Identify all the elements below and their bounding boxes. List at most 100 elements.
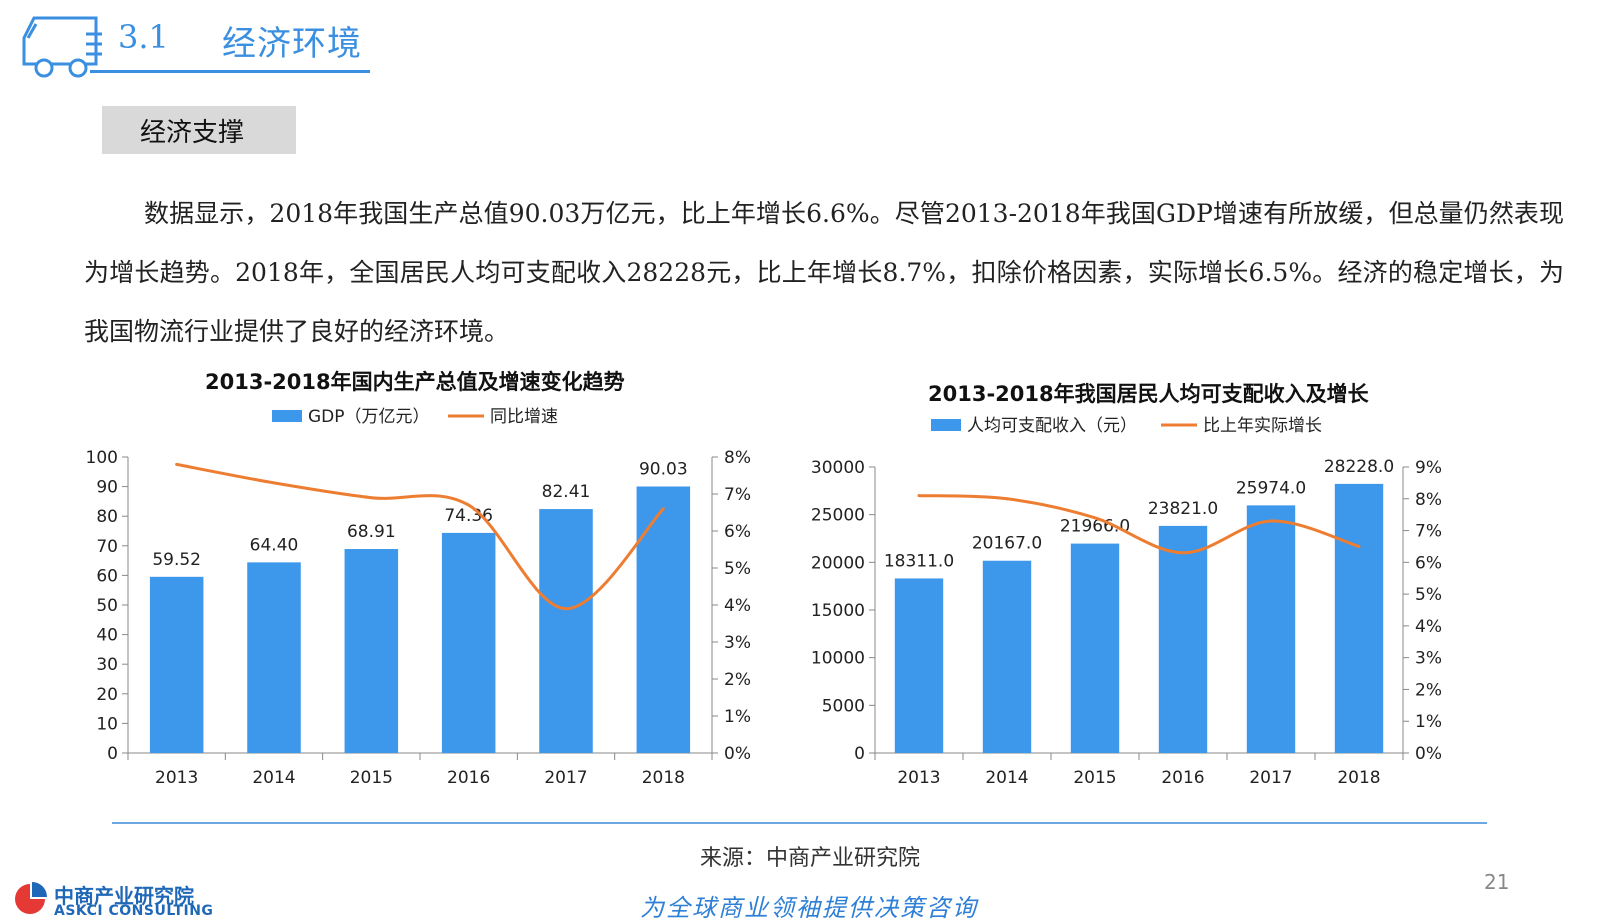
bar-2013	[894, 578, 944, 753]
bar-2018	[1334, 483, 1384, 753]
y-tick-label-right: 8%	[724, 448, 751, 468]
y-tick-label-right: 8%	[1415, 490, 1442, 510]
y-tick-label-left: 5000	[822, 696, 865, 716]
data-label-2013: 18311.0	[884, 551, 954, 571]
y-tick-label-left: 90	[96, 478, 118, 498]
growth-point-2018	[661, 507, 665, 511]
growth-point-2016	[1181, 551, 1185, 555]
gdp-chart: GDP（万亿元） 同比增速 0 10 20 30 40 50 60 70 80 90 100 0% 1% 2%…	[86, 407, 751, 788]
bar-2017	[1246, 505, 1296, 753]
y-tick-label-right: 3%	[1415, 649, 1442, 669]
growth-point-2015	[1093, 516, 1097, 520]
section-title: 经济环境	[222, 24, 362, 64]
y-tick-label-right: 4%	[1415, 617, 1442, 637]
x-tick-label: 2014	[252, 768, 295, 788]
tagline: 为全球商业领袖提供决策咨询	[640, 894, 978, 922]
x-tick-label: 2015	[1073, 768, 1116, 788]
bar-2017	[539, 509, 593, 753]
growth-point-2018	[1357, 544, 1361, 548]
chart1-title: 2013-2018年国内生产总值及增速变化趋势	[205, 370, 625, 394]
y-tick-label-right: 1%	[724, 707, 751, 727]
subsection-label: 经济支撑	[140, 118, 245, 148]
y-tick-label-right: 5%	[1415, 585, 1442, 605]
subsection-box	[102, 106, 296, 154]
bar-2016	[441, 532, 496, 753]
y-tick-label-left: 30	[96, 655, 118, 675]
y-tick-label-right: 9%	[1415, 458, 1442, 478]
chart2-title: 2013-2018年我国居民人均可支配收入及增长	[928, 382, 1369, 406]
x-tick-label: 2016	[1161, 768, 1204, 788]
legend-label-bar: GDP（万亿元）	[308, 407, 430, 427]
y-tick-label-left: 0	[107, 744, 118, 764]
bar-2018	[636, 486, 691, 753]
y-tick-label-right: 6%	[724, 522, 751, 542]
logo-text-en: ASKCI CONSULTING	[54, 903, 214, 919]
x-tick-label: 2013	[155, 768, 198, 788]
growth-point-2013	[917, 494, 921, 498]
legend-swatch-bar	[931, 419, 961, 431]
y-tick-label-left: 25000	[811, 506, 865, 526]
data-label-2017: 82.41	[542, 482, 591, 502]
y-tick-label-left: 80	[96, 507, 118, 527]
bar-2015	[1070, 543, 1120, 753]
x-tick-label: 2017	[1249, 768, 1292, 788]
legend-swatch-bar	[272, 410, 302, 422]
growth-point-2014	[272, 481, 276, 485]
data-label-2017: 25974.0	[1236, 478, 1306, 498]
y-tick-label-right: 2%	[724, 670, 751, 690]
x-tick-label: 2016	[447, 768, 490, 788]
data-label-2016: 23821.0	[1148, 499, 1218, 519]
growth-point-2013	[175, 462, 179, 466]
truck-icon	[22, 16, 102, 78]
bar-2013	[149, 576, 204, 753]
body-paragraph: 数据显示，2018年我国生产总值90.03万亿元，比上年增长6.6%。尽管201…	[84, 199, 1564, 346]
x-tick-label: 2017	[544, 768, 587, 788]
growth-point-2014	[1005, 497, 1009, 501]
data-label-2014: 20167.0	[972, 534, 1042, 554]
y-tick-label-right: 2%	[1415, 680, 1442, 700]
y-tick-label-left: 20000	[811, 553, 865, 573]
data-label-2015: 21966.0	[1060, 517, 1130, 537]
footer-rule	[112, 822, 1487, 824]
growth-point-2017	[1269, 519, 1273, 523]
y-tick-label-left: 10	[96, 714, 118, 734]
askci-logo-icon	[15, 882, 47, 914]
x-tick-label: 2018	[642, 768, 685, 788]
y-tick-label-left: 20	[96, 685, 118, 705]
data-label-2016: 74.36	[444, 506, 493, 526]
y-tick-label-left: 10000	[811, 649, 865, 669]
y-tick-label-right: 5%	[724, 559, 751, 579]
y-tick-label-right: 1%	[1415, 712, 1442, 732]
y-tick-label-right: 7%	[724, 485, 751, 505]
legend-label-line: 同比增速	[490, 407, 558, 427]
y-tick-label-left: 70	[96, 537, 118, 557]
y-tick-label-left: 50	[96, 596, 118, 616]
y-tick-label-right: 6%	[1415, 553, 1442, 573]
x-tick-label: 2014	[985, 768, 1028, 788]
section-number: 3.1	[118, 18, 169, 56]
bar-2015	[344, 549, 399, 753]
data-label-2013: 59.52	[152, 550, 201, 570]
source-note: 来源：中商产业研究院	[700, 846, 921, 871]
y-tick-label-left: 30000	[811, 458, 865, 478]
y-tick-label-right: 7%	[1415, 522, 1442, 542]
bar-2014	[247, 562, 301, 753]
bar-2014	[982, 560, 1032, 753]
growth-point-2017	[564, 607, 568, 611]
x-tick-label: 2015	[350, 768, 393, 788]
income-chart: 人均可支配收入（元） 比上年实际增长 0 5000 10000 15000 20000 250…	[811, 416, 1442, 788]
y-tick-label-right: 3%	[724, 633, 751, 653]
growth-point-2016	[467, 503, 471, 507]
data-label-2014: 64.40	[250, 535, 299, 555]
y-tick-label-left: 60	[96, 566, 118, 586]
data-label-2018: 90.03	[639, 460, 688, 480]
page-number: 21	[1484, 870, 1510, 894]
data-label-2018: 28228.0	[1324, 457, 1394, 477]
growth-point-2015	[369, 496, 373, 500]
growth-line-series	[918, 494, 1360, 555]
logo-text-cn: 中商产业研究院	[54, 884, 194, 908]
y-tick-label-right: 4%	[724, 596, 751, 616]
legend-label-line: 比上年实际增长	[1203, 416, 1322, 436]
y-tick-label-left: 15000	[811, 601, 865, 621]
data-label-2015: 68.91	[347, 522, 396, 542]
